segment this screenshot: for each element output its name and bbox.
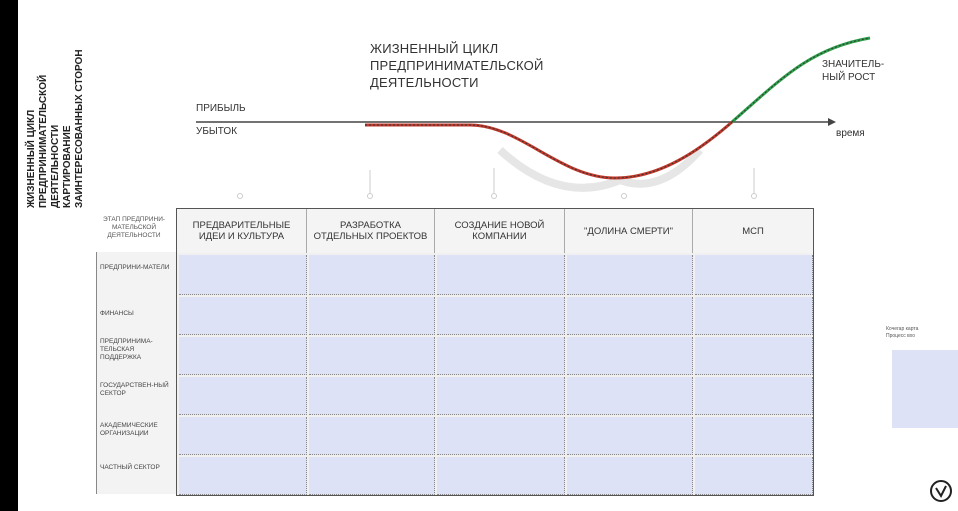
left-black-bar: [0, 0, 18, 511]
stage-marker-5: [751, 193, 757, 199]
row-label-support: ПРЕДПРИНИМА-ТЕЛЬСКАЯ ПОДДЕРЖКА: [100, 338, 153, 361]
side-note-line-2: Процесс вхо: [886, 333, 916, 339]
table-cell: [695, 297, 813, 335]
growth-label-line-1: ЗНАЧИТЕЛЬ-: [822, 59, 885, 70]
table-cell: [309, 457, 435, 495]
table-cell: [179, 377, 307, 415]
table-cell: [309, 255, 435, 295]
loss-label: УБЫТОК: [196, 126, 238, 137]
table-cell: [567, 417, 693, 455]
stage-marker-4: [621, 193, 627, 199]
stakeholder-table: ПРЕДВАРИТЕЛЬНЫЕ ИДЕИ И КУЛЬТУРА РАЗРАБОТ…: [176, 208, 814, 496]
table-cell: [309, 377, 435, 415]
table-cell: [179, 255, 307, 295]
diagram-title: ЖИЗНЕННЫЙ ЦИКЛ ПРЕДПРИНИМАТЕЛЬСКОЙ ДЕЯТЕ…: [370, 40, 544, 91]
growth-label: ЗНАЧИТЕЛЬ- НЫЙ РОСТ: [822, 58, 884, 84]
row-label-column: [96, 252, 177, 494]
table-cell: [437, 377, 565, 415]
table-cell: [179, 337, 307, 375]
stage-header-4: "ДОЛИНА СМЕРТИ": [565, 209, 693, 253]
row-label-government: ГОСУДАРСТВЕН-НЫЙ СЕКТОР: [100, 382, 169, 397]
table-cell: [567, 457, 693, 495]
loss-curve-dots: [365, 121, 733, 179]
table-cell: [695, 417, 813, 455]
title-line-1: ЖИЗНЕННЫЙ ЦИКЛ: [370, 41, 499, 56]
growth-curve-dots: [731, 37, 871, 123]
table-cell: [309, 417, 435, 455]
table-cell: [567, 297, 693, 335]
row-label-academic: АКАДЕМИЧЕСКИЕ ОРГАНИЗАЦИИ: [100, 422, 158, 437]
table-cell: [695, 457, 813, 495]
stage-header-1: ПРЕДВАРИТЕЛЬНЫЕ ИДЕИ И КУЛЬТУРА: [177, 209, 307, 253]
table-cell: [567, 377, 693, 415]
stage-row-label: ЭТАП ПРЕДПРИНИ-МАТЕЛЬСКОЙ ДЕЯТЕЛЬНОСТИ: [102, 216, 166, 239]
table-cell: [437, 457, 565, 495]
table-cell: [309, 297, 435, 335]
table-cell: [695, 377, 813, 415]
logo-icon: [930, 480, 952, 502]
table-cell: [567, 255, 693, 295]
logo-ring: [930, 480, 952, 502]
stage-marker-1: [237, 193, 243, 199]
table-cell: [437, 255, 565, 295]
table-cell: [437, 297, 565, 335]
time-label: время: [836, 128, 865, 139]
table-cell: [437, 337, 565, 375]
stage-header-5: МСП: [693, 209, 813, 253]
axis-arrow: [828, 118, 836, 126]
growth-label-line-2: НЫЙ РОСТ: [822, 72, 876, 83]
side-note: Кочегар карта Процесс вхо: [886, 326, 918, 340]
side-note-line-1: Кочегар карта: [886, 326, 919, 332]
profit-label: ПРИБЫЛЬ: [196, 103, 246, 114]
curve-shadow: [497, 147, 703, 192]
logo-mark: [935, 485, 947, 499]
table-cell: [437, 417, 565, 455]
title-line-2: ПРЕДПРИНИМАТЕЛЬСКОЙ: [370, 58, 544, 73]
row-label-entrepreneurs: ПРЕДПРИНИ-МАТЕЛИ: [100, 264, 170, 271]
stage-marker-2: [367, 193, 373, 199]
table-cell: [179, 457, 307, 495]
table-cell: [309, 337, 435, 375]
side-box: [892, 350, 958, 428]
table-cell: [695, 255, 813, 295]
title-line-3: ДЕЯТЕЛЬНОСТИ: [370, 75, 479, 90]
table-cell: [179, 417, 307, 455]
row-label-finance: ФИНАНСЫ: [100, 310, 134, 317]
table-cell: [567, 337, 693, 375]
table-cell: [179, 297, 307, 335]
lifecycle-curve: [196, 36, 871, 199]
stage-header-3: СОЗДАНИЕ НОВОЙ КОМПАНИИ: [435, 209, 565, 253]
stage-marker-3: [491, 193, 497, 199]
stage-header-2: РАЗРАБОТКА ОТДЕЛЬНЫХ ПРОЕКТОВ: [307, 209, 435, 253]
row-label-private: ЧАСТНЫЙ СЕКТОР: [100, 464, 160, 471]
table-cell: [695, 337, 813, 375]
